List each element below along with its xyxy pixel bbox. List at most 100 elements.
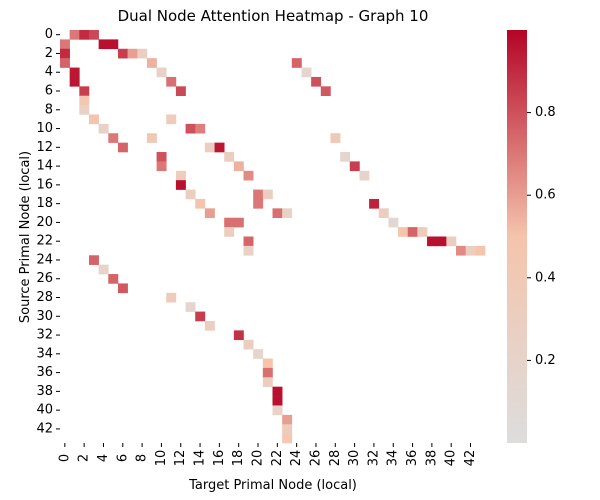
heatmap-cell [388, 217, 399, 228]
heatmap-cell [282, 208, 293, 219]
y-tick-label: 6 [45, 84, 53, 99]
heatmap-cell [272, 386, 283, 397]
y-tick-label: 8 [45, 102, 53, 117]
heatmap-cells [60, 30, 486, 444]
heatmap-cell [146, 133, 157, 143]
heatmap-cell [233, 330, 244, 341]
heatmap-cell [117, 142, 128, 153]
heatmap-cell [79, 95, 90, 106]
heatmap-cell [146, 58, 157, 68]
y-tick-label: 28 [36, 290, 53, 305]
heatmap-cell [156, 152, 167, 162]
colorbar [507, 30, 527, 443]
heatmap-cell [195, 311, 206, 322]
heatmap-cell [243, 339, 254, 350]
colorbar-ticks: 0.2 0.4 0.6 0.8 [527, 105, 556, 368]
y-tick-label: 4 [45, 65, 53, 80]
colorbar-tick-label: 0.4 [535, 270, 556, 285]
y-tick-label: 10 [36, 121, 53, 136]
x-axis-label: Target Primal Node (local) [188, 478, 357, 493]
heatmap-cell [79, 30, 90, 40]
y-tick-label: 34 [36, 346, 53, 361]
heatmap-cell [233, 161, 244, 172]
x-tick-label: 2 [77, 454, 92, 462]
heatmap-cell [233, 217, 244, 228]
heatmap-cell [349, 161, 360, 172]
heatmap-cell [262, 377, 273, 387]
heatmap-cell [243, 170, 254, 181]
y-tick-label: 38 [36, 384, 53, 399]
x-axis-ticks: 0 2 4 6 8 10 12 14 16 18 20 22 24 26 28 30 32 34 36 38 40 42 [57, 443, 478, 466]
x-tick-label: 22 [270, 450, 285, 467]
heatmap-cell [224, 227, 235, 237]
heatmap-cell [204, 320, 215, 331]
x-tick-label: 10 [154, 450, 169, 467]
y-tick-label: 36 [36, 365, 53, 380]
x-tick-label: 6 [115, 454, 130, 462]
heatmap-cell [88, 114, 99, 125]
heatmap-cell [69, 67, 80, 78]
heatmap-cell [98, 264, 109, 275]
heatmap-cell [369, 198, 380, 209]
heatmap-cell [60, 39, 70, 50]
heatmap-cell [166, 292, 177, 303]
heatmap-cell [137, 48, 148, 59]
heatmap-cell [60, 48, 70, 59]
heatmap-cell [301, 67, 312, 78]
y-tick-label: 40 [36, 403, 53, 418]
heatmap-cell [446, 236, 457, 247]
heatmap-cell [69, 76, 80, 87]
x-tick-label: 14 [193, 450, 208, 467]
x-tick-label: 12 [173, 450, 188, 467]
heatmap-cell [156, 67, 167, 78]
heatmap-cell [465, 245, 476, 256]
x-tick-label: 24 [289, 450, 304, 467]
heatmap-cell [320, 86, 331, 97]
heatmap-cell [475, 245, 486, 256]
x-tick-label: 26 [308, 450, 323, 467]
x-tick-label: 0 [57, 454, 72, 462]
heatmap-cell [204, 208, 215, 219]
heatmap-cell [69, 30, 80, 40]
heatmap-cell [427, 236, 438, 247]
x-tick-label: 32 [366, 450, 381, 467]
heatmap-cell [224, 152, 235, 162]
y-tick-label: 42 [36, 421, 53, 436]
heatmap-cell [224, 217, 235, 228]
heatmap-cell [407, 227, 418, 237]
heatmap-cell [359, 170, 370, 181]
heatmap-cell [378, 208, 389, 219]
heatmap-cell [204, 142, 215, 153]
heatmap-cell [175, 86, 186, 97]
heatmap-cell [79, 86, 90, 97]
heatmap-cell [436, 236, 447, 247]
y-tick-label: 30 [36, 309, 53, 324]
x-tick-label: 42 [463, 450, 478, 467]
heatmap-cell [291, 58, 302, 68]
heatmap-cell [88, 30, 99, 40]
heatmap-cell [185, 123, 196, 134]
colorbar-tick-label: 0.2 [535, 353, 556, 368]
x-tick-label: 4 [96, 454, 111, 462]
heatmap-cell [243, 245, 254, 256]
y-tick-label: 22 [36, 234, 53, 249]
heatmap-cell [108, 274, 119, 284]
heatmap-cell [117, 283, 128, 294]
heatmap-cell [340, 152, 351, 162]
heatmap-cell [195, 123, 206, 134]
y-tick-label: 16 [36, 177, 53, 192]
y-tick-label: 14 [36, 159, 53, 174]
heatmap-cell [175, 170, 186, 181]
colorbar-tick-label: 0.8 [535, 105, 556, 120]
heatmap-cell [330, 133, 341, 143]
heatmap-cell [175, 180, 186, 190]
heatmap-cell [243, 236, 254, 247]
heatmap-cell [60, 58, 70, 68]
y-tick-label: 20 [36, 215, 53, 230]
x-tick-label: 36 [405, 450, 420, 467]
heatmap-cell [262, 189, 273, 200]
y-tick-label: 0 [45, 27, 53, 42]
heatmap-cell [195, 198, 206, 209]
